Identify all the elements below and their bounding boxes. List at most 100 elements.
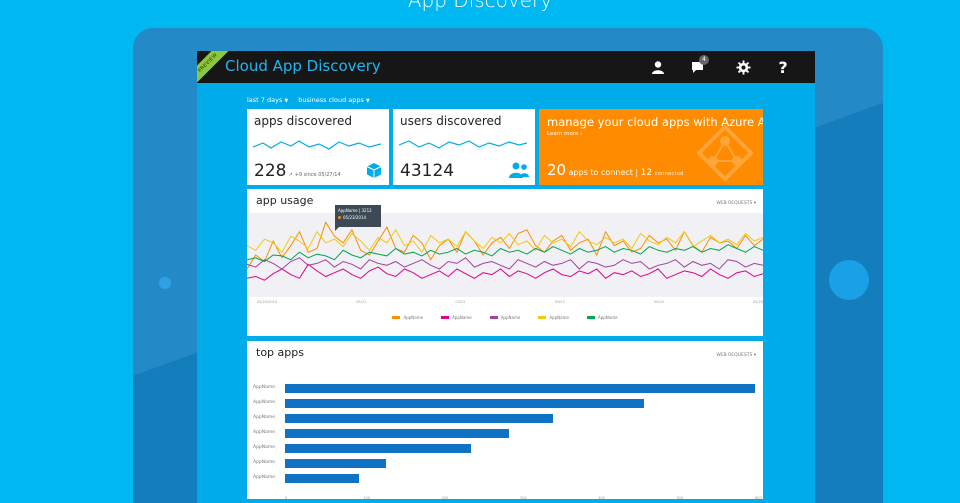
filter-bar: last 7 days ▼ business cloud apps ▼ <box>247 96 370 104</box>
cube-icon <box>366 163 382 178</box>
series-line-3[interactable] <box>247 257 763 270</box>
apps-change-note: +9 since 05/27/14 <box>294 172 341 178</box>
manage-title: manage your cloud apps with Azure AD <box>547 115 763 129</box>
legend-item-2[interactable]: AppName <box>441 315 472 320</box>
top-caption: App Discovery <box>407 0 553 12</box>
legend-swatch <box>538 316 547 319</box>
tooltip-arrow <box>335 227 343 231</box>
x-tick-label: 05/23 <box>554 300 565 304</box>
bar[interactable] <box>285 414 554 423</box>
chat-bubble-icon <box>692 62 703 73</box>
series-line-1[interactable] <box>247 221 763 270</box>
tablet-home-button <box>829 260 869 300</box>
manage-apps-tile[interactable]: manage your cloud apps with Azure AD Lea… <box>539 109 763 185</box>
legend-label: AppName <box>500 315 521 320</box>
preview-ribbon: PREVIEW <box>197 51 229 84</box>
scope-filter-label: business cloud apps <box>298 96 364 104</box>
tooltip-line-1: AppName | 3212 <box>338 208 372 213</box>
top-apps-chart: AppName AppName AppName AppName AppName AppNa… <box>247 369 763 499</box>
top-apps-title: top apps <box>256 346 304 359</box>
bar[interactable] <box>285 384 755 393</box>
legend-item-1[interactable]: AppName <box>392 315 423 320</box>
chevron-down-icon: ▼ <box>365 98 370 104</box>
bar-label: AppName <box>253 430 276 435</box>
trend-up-icon: ↗ <box>288 172 293 178</box>
apps-discovered-title: apps discovered <box>254 114 352 128</box>
users-sparkline <box>399 140 527 149</box>
apps-discovered-tile[interactable]: apps discovered 228 ↗ +9 since 05/27/14 <box>247 109 389 185</box>
notifications-icon[interactable]: 4 <box>688 55 709 77</box>
connected-text: connected <box>654 171 684 177</box>
legend-label: AppName <box>549 315 569 320</box>
period-filter[interactable]: last 7 days ▼ <box>247 96 288 104</box>
app-usage-chart[interactable] <box>247 213 763 303</box>
app-usage-panel: app usage WEB REQUESTS ▾ AppName | 3212 … <box>247 189 763 336</box>
gear-icon[interactable] <box>733 57 753 77</box>
bar[interactable] <box>285 429 510 438</box>
x-tick-label: 05/24 <box>653 300 664 304</box>
bar-label: AppName <box>253 445 276 450</box>
scope-filter[interactable]: business cloud apps ▼ <box>298 96 370 104</box>
chart-tooltip: AppName | 3212 05/23/2014 <box>335 205 381 227</box>
x-tick-label: 05/20/2014 <box>257 300 278 304</box>
legend-label: AppName <box>403 315 424 320</box>
app-screen: PREVIEW Cloud App Discovery 4 <box>197 51 815 503</box>
apps-sparkline <box>253 140 381 150</box>
x-tick-label: 300 <box>520 496 527 499</box>
legend-swatch <box>441 316 450 319</box>
bar-label: AppName <box>253 415 276 420</box>
connect-text: apps to connect | <box>568 168 639 177</box>
x-tick-label: 05/21 <box>356 300 367 304</box>
apps-count: 228 <box>254 161 287 181</box>
x-tick-label: 0 <box>285 496 288 499</box>
notification-badge: 4 <box>699 55 709 65</box>
app-usage-x-axis: 05/20/2014 05/21 05/22 05/23 05/24 05/25 <box>247 300 763 308</box>
legend-label: AppName <box>597 315 618 320</box>
bar-label: AppName <box>253 460 276 465</box>
top-apps-metric-label: WEB REQUESTS <box>716 353 753 358</box>
tooltip-line-2: 05/23/2014 <box>343 215 367 220</box>
apps-count-row: 228 ↗ +9 since 05/27/14 <box>254 161 341 181</box>
x-tick-label: 05/22 <box>455 300 466 304</box>
bar-label: AppName <box>253 475 276 480</box>
x-tick-label: 05/25 <box>753 300 763 304</box>
x-tick-label: 500 <box>676 496 684 499</box>
users-discovered-tile[interactable]: users discovered 43124 <box>393 109 535 185</box>
gear-icon-svg <box>735 59 751 75</box>
app-usage-metric-label: WEB REQUESTS <box>716 201 753 206</box>
bar[interactable] <box>285 474 359 483</box>
top-apps-panel: top apps WEB REQUESTS ▾ AppName AppName Ap… <box>247 341 763 499</box>
connect-summary: 20 apps to connect | 12 connected <box>547 161 683 179</box>
connect-count: 20 <box>547 161 567 179</box>
user-icon[interactable] <box>648 57 668 77</box>
legend-item-4[interactable]: AppName <box>538 315 569 320</box>
series-line-2[interactable] <box>247 263 763 281</box>
user-icon-svg <box>652 61 664 74</box>
help-icon[interactable]: ? <box>778 57 788 77</box>
bar[interactable] <box>285 459 386 468</box>
bar[interactable] <box>285 444 471 453</box>
chart-plot-area <box>247 213 763 297</box>
app-title[interactable]: Cloud App Discovery <box>225 57 381 75</box>
bar[interactable] <box>285 399 644 408</box>
app-usage-title: app usage <box>256 194 314 207</box>
legend-item-3[interactable]: AppName <box>489 315 521 320</box>
app-usage-metric-dropdown[interactable]: WEB REQUESTS ▾ <box>716 201 756 206</box>
users-icon <box>509 162 529 178</box>
series-line-5[interactable] <box>247 244 763 263</box>
app-usage-legend: AppName AppName AppName AppName AppName <box>247 315 763 320</box>
period-filter-label: last 7 days <box>247 96 283 104</box>
top-apps-metric-dropdown[interactable]: WEB REQUESTS ▾ <box>716 353 756 358</box>
legend-label: AppName <box>452 315 472 320</box>
legend-item-5[interactable]: AppName <box>586 315 618 320</box>
x-tick-label: 100 <box>363 496 371 499</box>
tooltip-line-2-row: 05/23/2014 <box>338 214 378 221</box>
users-discovered-title: users discovered <box>400 114 502 128</box>
x-tick-label: 400 <box>598 496 606 499</box>
legend-swatch <box>586 316 595 319</box>
tablet-camera-dot <box>158 276 172 290</box>
top-bar: PREVIEW Cloud App Discovery 4 <box>197 51 815 84</box>
series-line-4[interactable] <box>247 228 763 254</box>
users-count: 43124 <box>400 161 455 181</box>
learn-more-link[interactable]: Learn more › <box>547 131 583 137</box>
